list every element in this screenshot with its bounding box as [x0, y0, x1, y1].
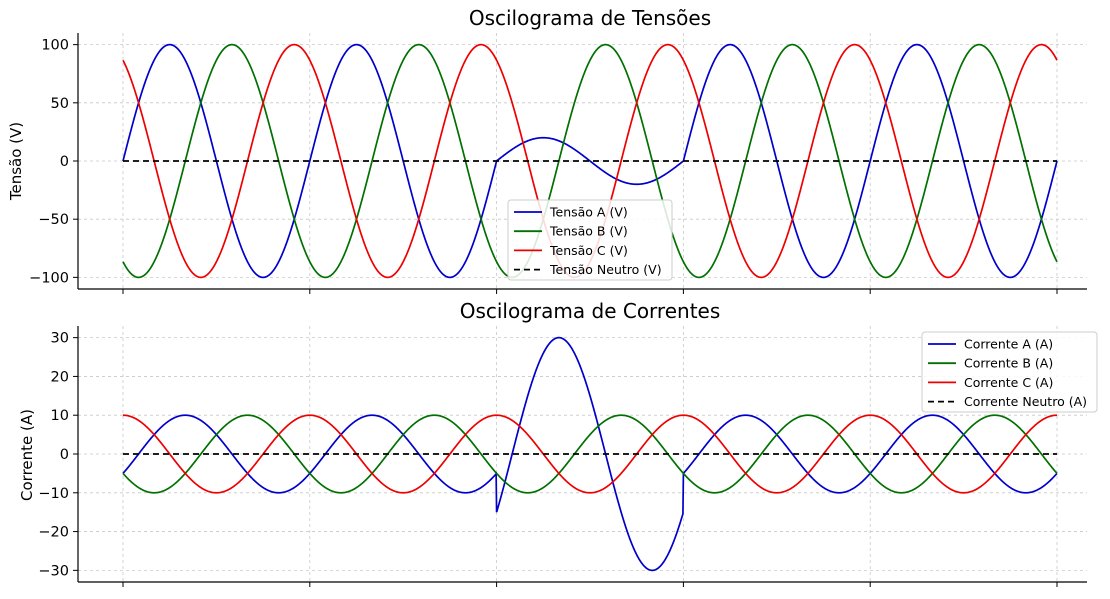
current-y-tick-label: 30 [51, 331, 69, 347]
current-legend-label: Corrente C (A) [964, 375, 1053, 390]
current-legend-box [921, 331, 1098, 413]
voltage-legend-label: Tensão C (V) [549, 243, 628, 258]
current-series-lines [122, 336, 1058, 572]
voltage-legend: Tensão A (V) Tensão B (V) Tensão C (V) Tens… [507, 199, 673, 281]
voltage-series-1-line [122, 43, 1058, 279]
voltage-y-tick-label: 50 [51, 96, 69, 112]
current-y-tick-label: −10 [38, 486, 69, 502]
current-y-tick-label: −20 [38, 525, 69, 541]
voltage-legend-box [507, 199, 673, 281]
current-y-tick-label: 20 [51, 369, 69, 385]
current-y-tick-label: 10 [51, 408, 69, 424]
current-legend: Corrente A (A) Corrente B (A) Corrente C (… [921, 331, 1098, 413]
voltage-y-ticks: 100 50 0 −50 −100 [29, 38, 78, 286]
voltage-y-tick-label: −100 [29, 270, 69, 286]
current-y-axis-label: Corrente (A) [18, 409, 36, 501]
voltage-y-tick-label: 100 [41, 38, 69, 54]
voltage-y-axis-label: Tensão (V) [7, 122, 25, 201]
current-y-tick-label: 0 [60, 447, 69, 463]
current-chart-title: Oscilograma de Correntes [460, 299, 721, 323]
current-legend-label: Corrente Neutro (A) [964, 394, 1087, 409]
voltage-legend-label: Tensão B (V) [549, 224, 628, 239]
current-y-ticks: 30 20 10 0 −10 −20 −30 [38, 331, 78, 579]
voltage-legend-label: Tensão A (V) [549, 205, 628, 220]
voltage-y-tick-label: −50 [38, 212, 69, 228]
voltage-y-tick-label: 0 [60, 154, 69, 170]
current-legend-label: Corrente B (A) [964, 356, 1053, 371]
voltage-legend-label: Tensão Neutro (V) [549, 262, 662, 277]
current-legend-label: Corrente A (A) [964, 337, 1053, 352]
current-y-tick-label: −30 [38, 563, 69, 579]
voltage-chart: Oscilograma de Tensões Tensão (V) 100 50 0… [7, 6, 1087, 294]
current-chart: Oscilograma de Correntes Corrente (A) 30… [18, 299, 1098, 587]
current-series-3-line [122, 414, 1058, 494]
voltage-chart-title: Oscilograma de Tensões [469, 6, 711, 30]
